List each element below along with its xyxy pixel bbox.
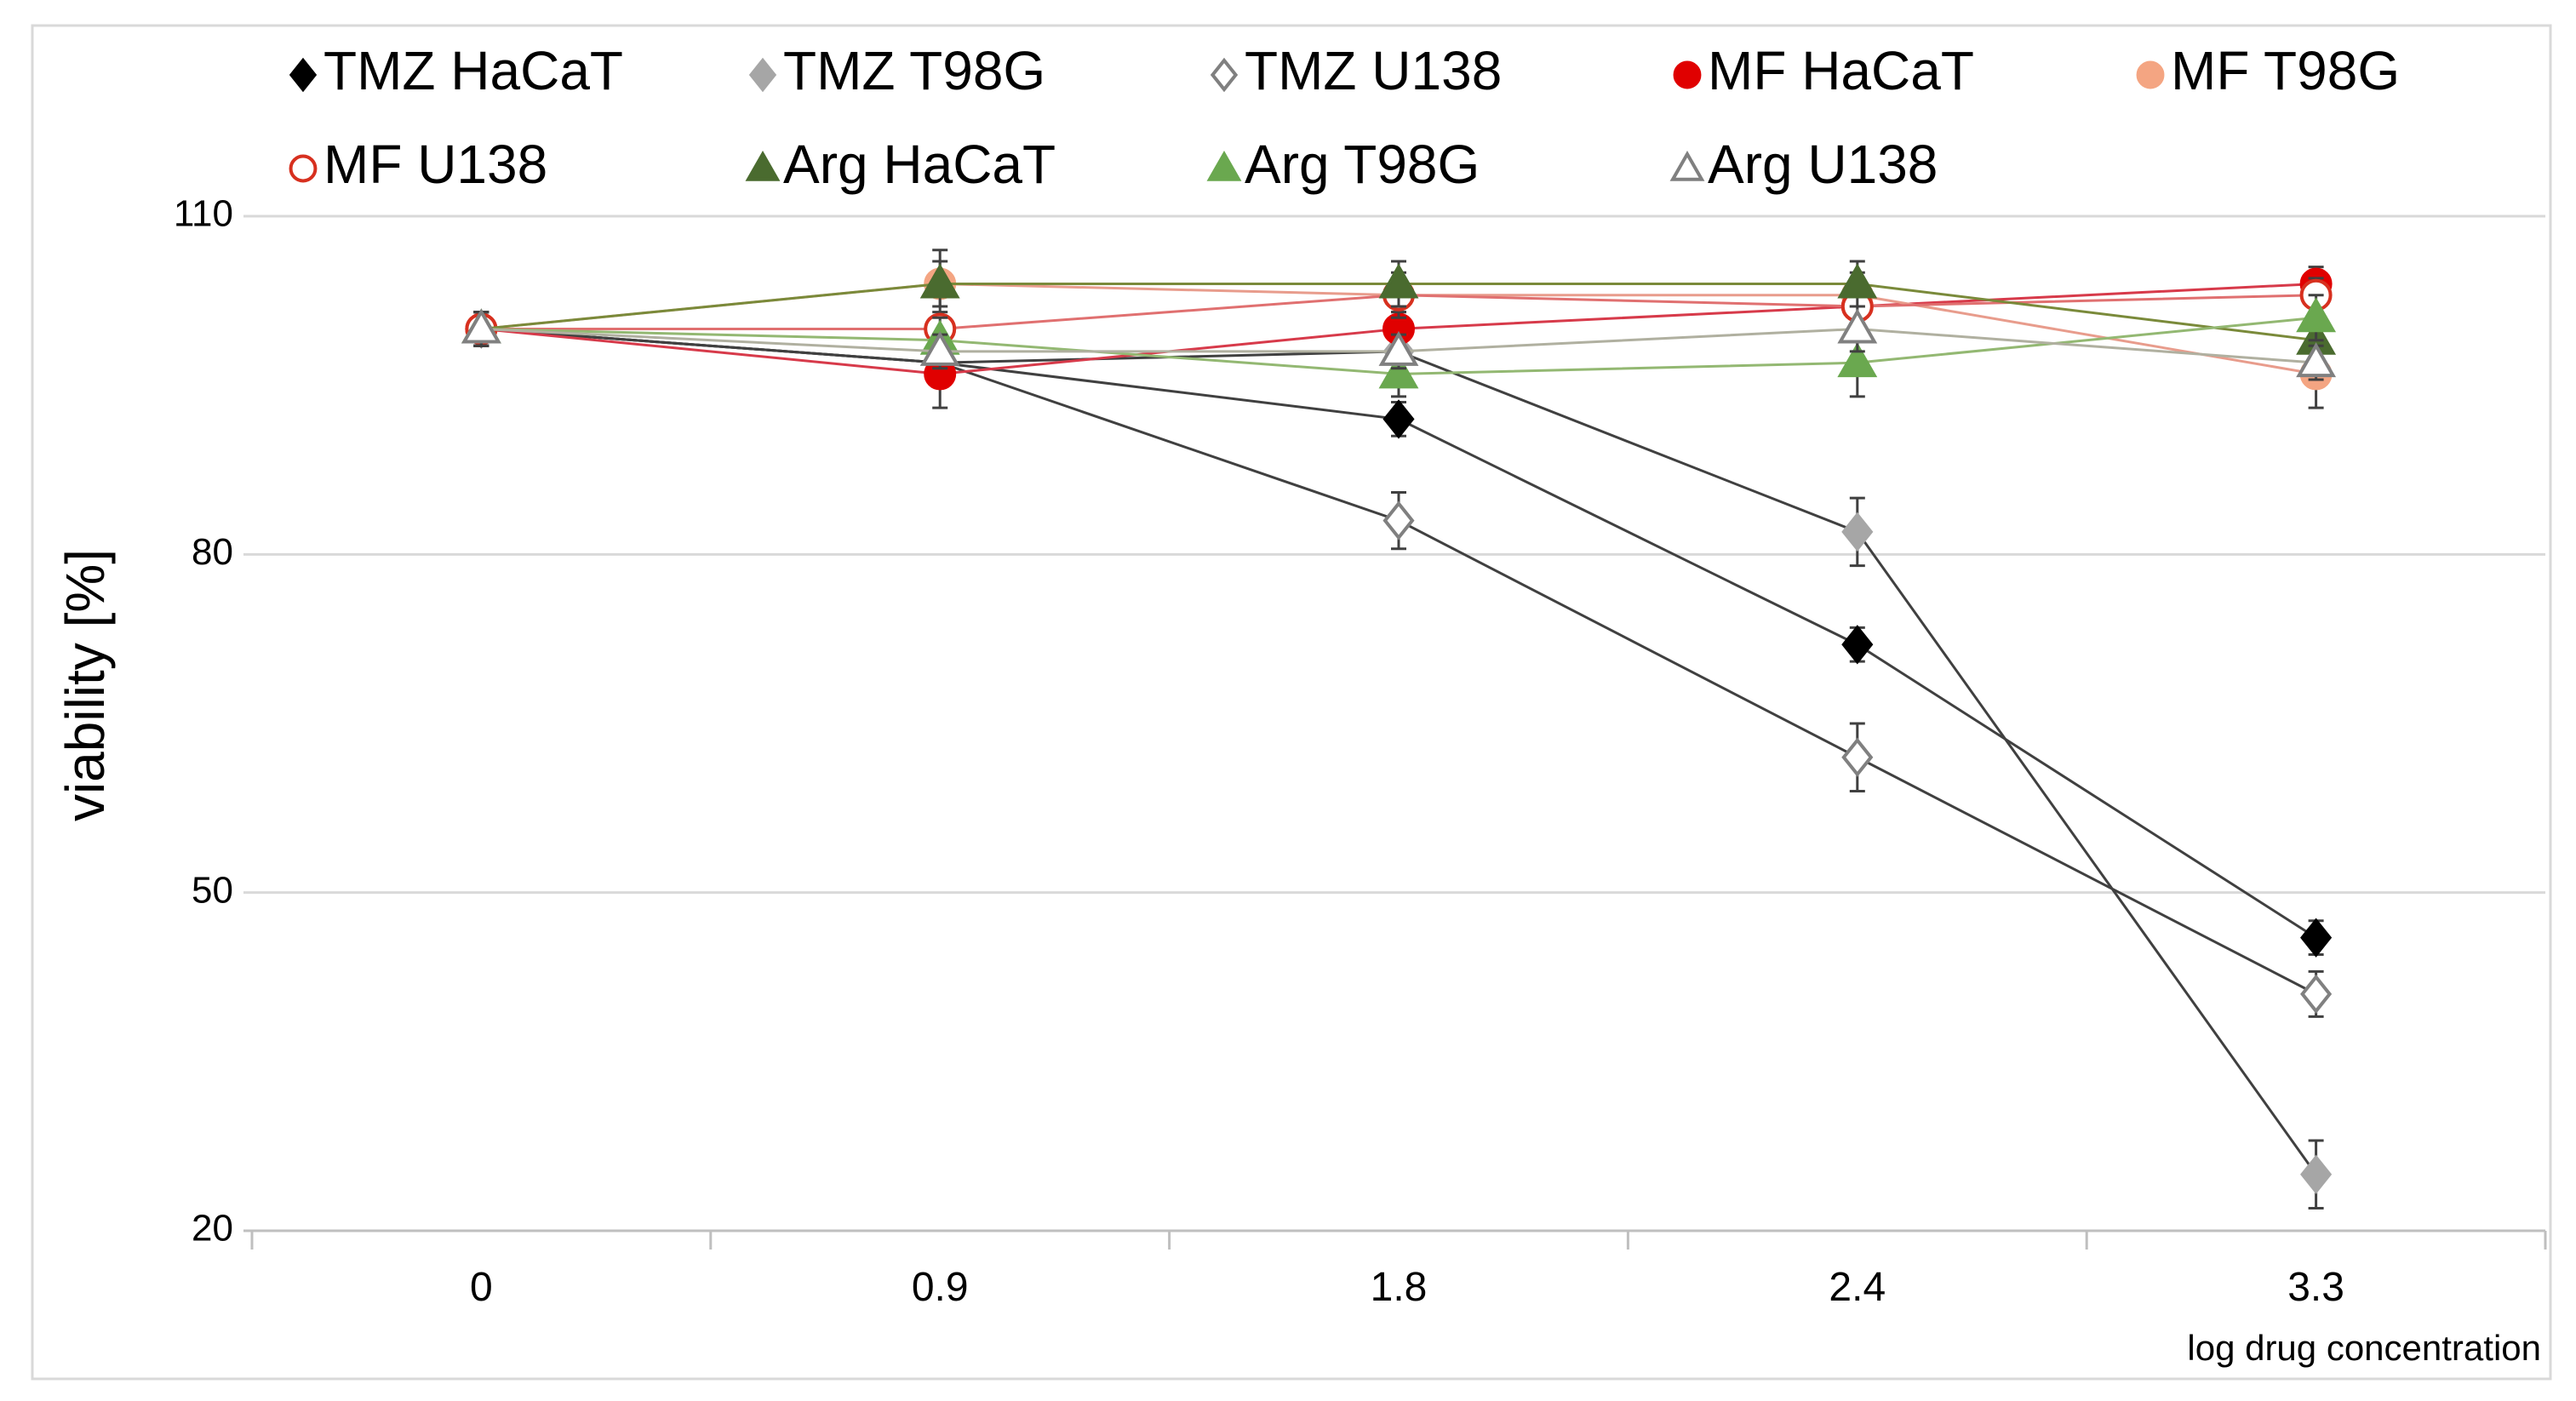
data-point <box>1378 353 1419 389</box>
legend-item: Arg HaCaT <box>745 134 1056 195</box>
legend-marker <box>748 57 777 93</box>
legend-marker <box>1206 150 1242 181</box>
x-tick-label: 0.9 <box>912 1265 969 1310</box>
y-tick-label: 110 <box>174 193 233 235</box>
legend-marker <box>289 57 318 93</box>
legend-item: TMZ HaCaT <box>289 40 623 101</box>
gridlines <box>243 214 2545 895</box>
legend-item: MF U138 <box>289 134 547 195</box>
data-point <box>1837 263 1878 299</box>
x-tick-label: 3.3 <box>2287 1265 2344 1310</box>
data-point <box>2300 1154 2333 1194</box>
legend-label: MF T98G <box>2171 40 2400 101</box>
y-axis-label: viability [%] <box>54 549 116 821</box>
legend-marker <box>745 150 781 181</box>
legend-item: MF T98G <box>2136 40 2400 101</box>
legend-label: TMZ U138 <box>1245 40 1502 101</box>
legend-marker <box>1669 150 1705 181</box>
data-point <box>1382 399 1415 439</box>
y-tick-label: 50 <box>192 869 233 911</box>
chart-frame <box>31 24 2552 1381</box>
legend-item: Arg U138 <box>1669 134 1938 195</box>
legend-marker <box>289 154 318 183</box>
legend: TMZ HaCaT TMZ T98G TMZ U138 MF HaCaT MF T98G… <box>289 40 2400 195</box>
data-point <box>2300 918 2333 958</box>
x-tick-label: 2.4 <box>1829 1265 1886 1310</box>
data-point <box>919 263 960 299</box>
y-tick-label: 20 <box>192 1208 233 1249</box>
x-tick-label: 0 <box>470 1265 493 1310</box>
legend-label: Arg T98G <box>1245 134 1480 195</box>
y-tick-label: 80 <box>192 531 233 573</box>
legend-item: MF HaCaT <box>1673 40 1974 101</box>
legend-label: TMZ T98G <box>783 40 1045 101</box>
legend-item: TMZ T98G <box>748 40 1045 101</box>
data-point <box>1378 263 1419 299</box>
x-tick-label: 1.8 <box>1371 1265 1428 1310</box>
legend-label: TMZ HaCaT <box>323 40 623 101</box>
x-axis-label: log drug concentration <box>2187 1328 2541 1368</box>
data-point <box>2296 297 2337 333</box>
legend-marker <box>1673 60 1702 89</box>
data-point <box>1382 500 1415 540</box>
data-point <box>1837 308 1878 344</box>
legend-marker <box>1210 57 1239 93</box>
data-point <box>2296 342 2337 378</box>
legend-label: MF U138 <box>323 134 547 195</box>
data-point <box>2300 974 2333 1015</box>
data-point <box>1378 330 1419 366</box>
legend-item: TMZ U138 <box>1210 40 1502 101</box>
data-point <box>461 308 501 344</box>
data-point <box>1841 625 1874 665</box>
data-point <box>919 330 960 366</box>
data-point <box>1841 512 1874 552</box>
legend-label: Arg U138 <box>1708 134 1938 195</box>
data-series <box>461 249 2337 1210</box>
legend-label: Arg HaCaT <box>783 134 1056 195</box>
legend-marker <box>2136 60 2165 89</box>
series-8 <box>461 305 2337 381</box>
data-point <box>1841 737 1874 777</box>
data-point <box>1837 342 1878 378</box>
legend-label: MF HaCaT <box>1708 40 1974 101</box>
axes: 20 50 80 110 0 0.9 1.8 2.4 3.3 <box>174 193 2547 1310</box>
legend-item: Arg T98G <box>1206 134 1480 195</box>
